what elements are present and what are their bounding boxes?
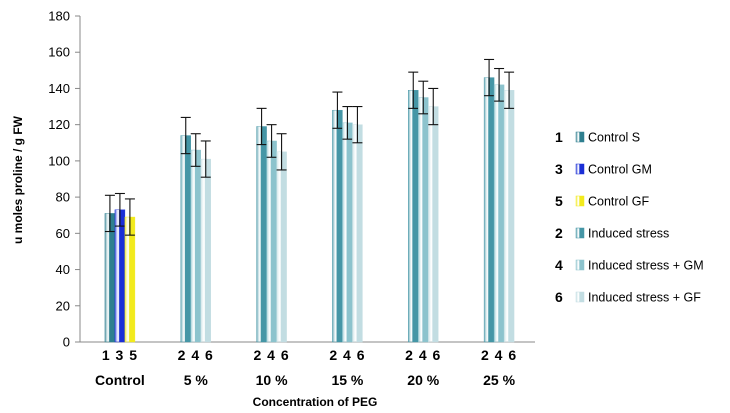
x-axis-labels: 1 3 5 Control 2 4 6 5 % 2 4 6 10 % 2 4 6 15 % 2 … [95,347,517,388]
y-tick-label: 20 [56,298,70,313]
legend-number: 3 [555,161,563,177]
bar [190,149,201,343]
legend-label: Induced stress + GM [588,259,704,273]
bar [180,135,191,343]
y-tick-label: 140 [48,81,70,96]
bar-number-label: 2 4 6 [329,347,365,363]
y-tick-label: 40 [56,262,70,277]
bar [276,151,287,343]
y-tick-label: 80 [56,190,70,205]
legend-swatch [575,195,585,207]
bar [104,213,116,343]
bar [418,97,429,343]
legend-label: Control GM [588,163,652,177]
bar [332,109,343,343]
bar [503,90,515,343]
category-label: 15 % [331,372,363,388]
category-label: 20 % [407,372,439,388]
bar [493,84,505,343]
legend-swatch [575,291,585,303]
legend-number: 2 [555,225,563,241]
bar [266,140,277,343]
category-label: 5 % [184,372,209,388]
bar [200,158,211,343]
legend: 1 Control S 3 Control GM 5 Control GF 2 Induced… [555,129,704,305]
bar-number-label: 2 4 6 [405,347,441,363]
legend-number: 1 [555,129,563,145]
y-tick-label: 0 [63,335,70,350]
y-tick-label: 160 [48,45,70,60]
bar [483,77,495,343]
bar [114,209,126,343]
y-tick-label: 120 [48,117,70,132]
bar [408,90,419,343]
bars [104,58,515,343]
bar-number-label: 1 3 5 [102,347,138,363]
legend-swatch [575,131,585,143]
bar [256,126,267,343]
y-tick-label: 180 [48,9,70,24]
legend-label: Control GF [588,195,649,209]
y-tick-label: 100 [48,153,70,168]
category-label: 10 % [256,372,288,388]
legend-label: Control S [588,131,640,145]
bar [342,122,353,343]
legend-label: Induced stress [588,227,669,241]
legend-number: 6 [555,289,563,305]
bar-number-label: 2 4 6 [481,347,517,363]
bar [352,124,363,343]
bar-number-label: 2 4 6 [254,347,290,363]
bar [428,106,439,343]
bar-number-label: 2 4 6 [178,347,214,363]
bar [124,216,136,343]
y-axis-title: u moles proline / g FW [11,115,25,244]
legend-swatch [575,227,585,239]
category-label: Control [95,372,145,388]
legend-label: Induced stress + GF [588,291,701,305]
y-tick-label: 60 [56,226,70,241]
x-axis-title: Concentration of PEG [253,395,378,409]
legend-swatch [575,259,585,271]
legend-number: 4 [555,257,563,273]
category-label: 25 % [483,372,515,388]
legend-number: 5 [555,193,563,209]
legend-swatch [575,163,585,175]
y-axis: 0 20 40 60 80 100 120 140 160 180 [48,9,535,350]
